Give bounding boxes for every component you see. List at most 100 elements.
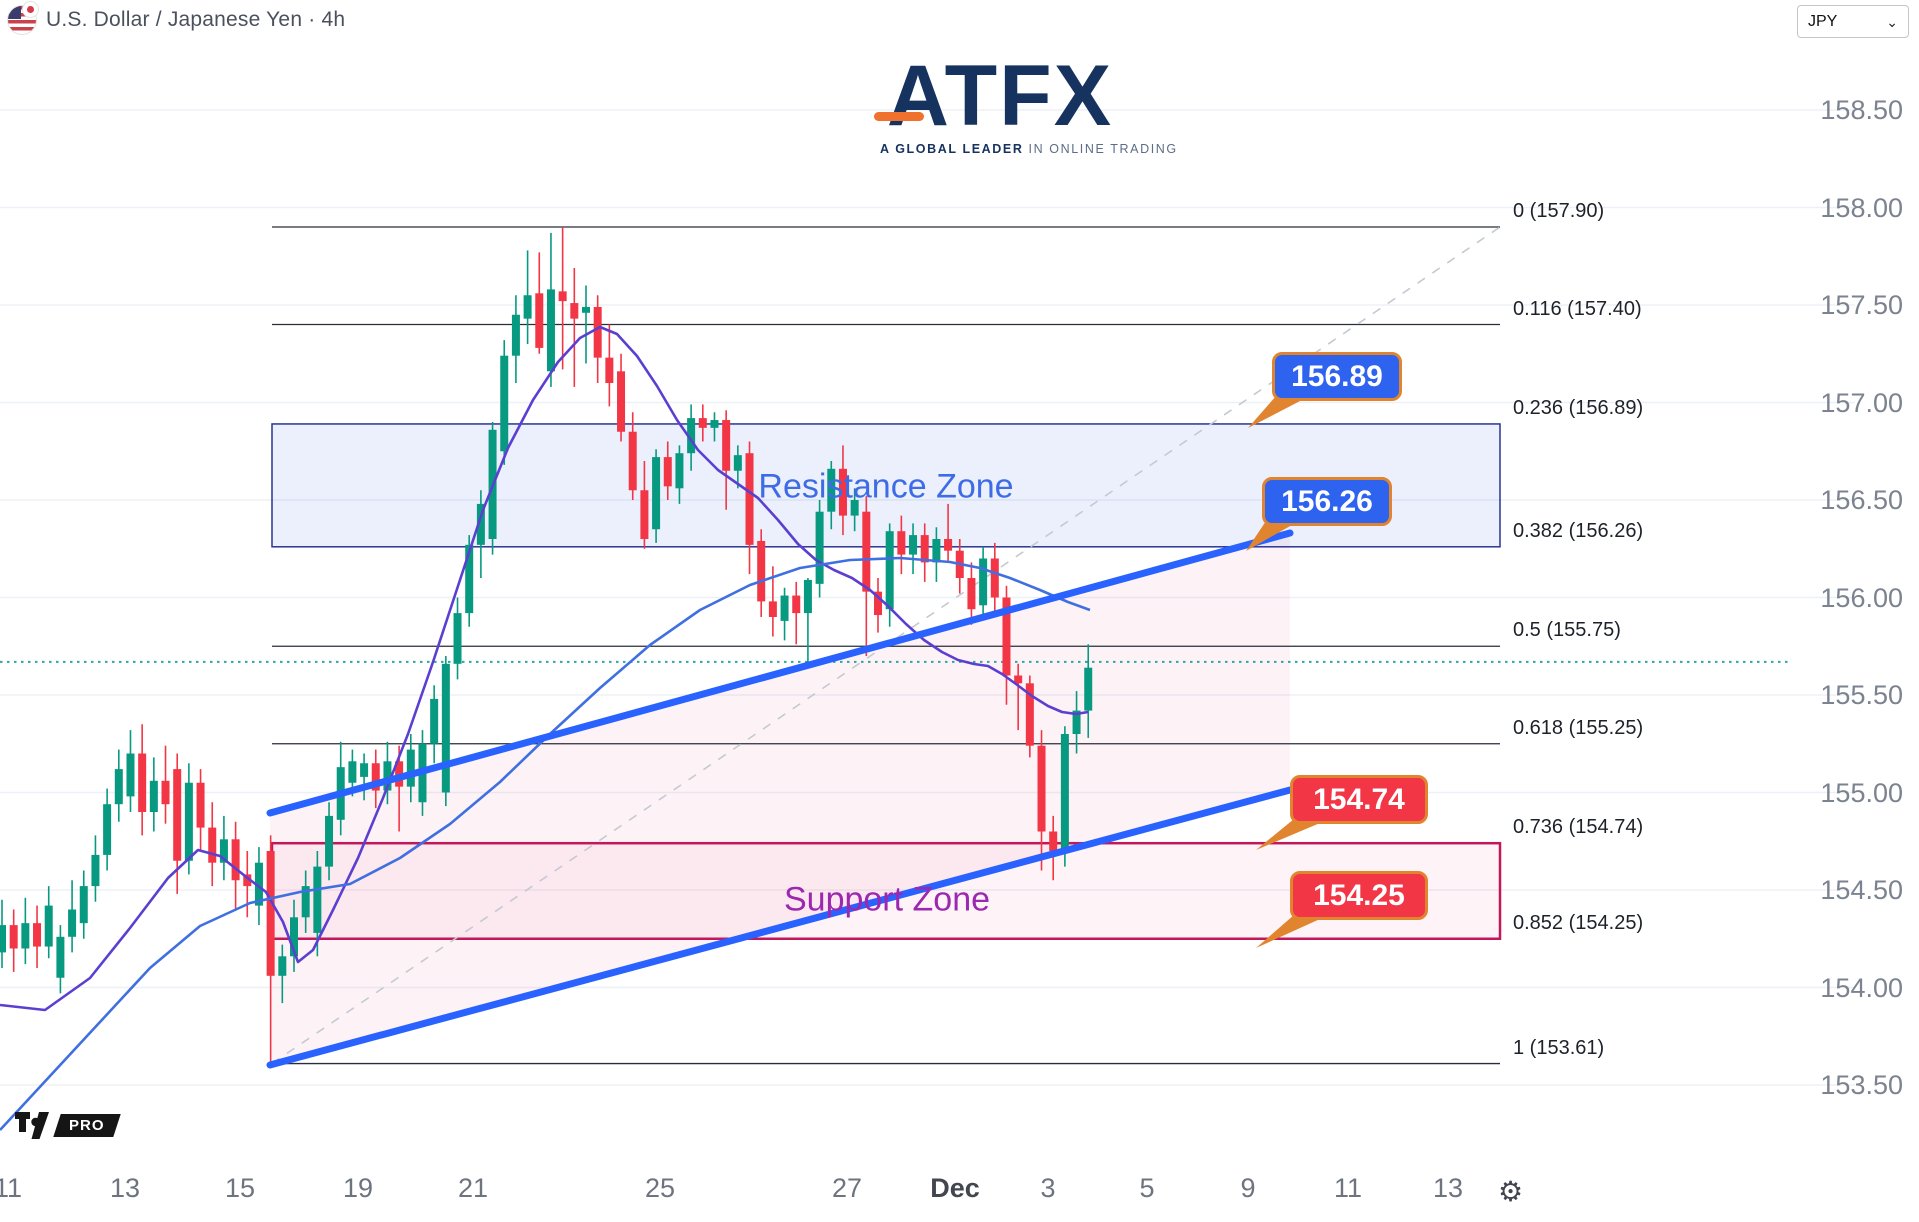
lower-trendline[interactable] bbox=[266, 786, 1294, 1069]
candle-body bbox=[827, 468, 836, 512]
date-axis-label: Dec bbox=[930, 1173, 980, 1203]
candle-body bbox=[792, 595, 801, 614]
candle-body bbox=[990, 558, 999, 598]
price-axis-label: 156.00 bbox=[1820, 582, 1903, 613]
candle-body bbox=[301, 886, 310, 918]
candle-body bbox=[1072, 710, 1081, 734]
currency-select[interactable]: JPY ⌄ bbox=[1797, 5, 1909, 38]
price-axis-label: 157.00 bbox=[1820, 387, 1903, 418]
ma-slow-line bbox=[0, 556, 1091, 1131]
gear-icon[interactable]: ⚙ bbox=[1498, 1176, 1524, 1207]
candle-body bbox=[535, 293, 544, 348]
candle-body bbox=[838, 468, 847, 516]
price-callout-badge: 154.25 bbox=[1290, 871, 1428, 920]
fib-level-label: 0.736 (154.74) bbox=[1513, 816, 1644, 839]
candle-body bbox=[967, 578, 976, 610]
fib-level-label: 0.116 (157.40) bbox=[1513, 297, 1642, 320]
candle-body bbox=[558, 291, 567, 302]
date-axis-label: 19 bbox=[342, 1173, 374, 1203]
candle-body bbox=[348, 761, 357, 783]
candle-body bbox=[453, 613, 462, 664]
candle-body bbox=[698, 418, 707, 428]
candle-body bbox=[476, 503, 485, 545]
atfx-logo: ATFX A GLOBAL LEADER IN ONLINE TRADING bbox=[874, 53, 1178, 156]
candle-body bbox=[1060, 734, 1069, 851]
candle-body bbox=[219, 839, 228, 863]
candle-body bbox=[138, 753, 147, 812]
fib-level-label: 0.5 (155.75) bbox=[1513, 619, 1621, 642]
candle-body bbox=[313, 866, 322, 933]
date-axis-label: 13 bbox=[109, 1173, 141, 1203]
fib-level-label: 0.382 (156.26) bbox=[1513, 519, 1644, 542]
candle-body bbox=[465, 544, 474, 614]
candle-body bbox=[1014, 675, 1023, 684]
date-axis-label: 11 bbox=[0, 1173, 23, 1203]
candle-body bbox=[79, 886, 88, 924]
candle-body bbox=[21, 923, 30, 949]
pro-badge: PRO bbox=[53, 1114, 121, 1137]
candle-body bbox=[768, 601, 777, 617]
candle-body bbox=[546, 289, 555, 372]
badge-tail bbox=[1246, 521, 1292, 551]
candle-body bbox=[68, 909, 77, 937]
candle-body bbox=[815, 511, 824, 584]
candle-body bbox=[850, 500, 859, 516]
candle-body bbox=[920, 535, 929, 563]
price-axis-label: 154.50 bbox=[1820, 875, 1903, 905]
price-axis-label: 155.00 bbox=[1820, 777, 1903, 808]
candle-body bbox=[617, 371, 626, 432]
candle-body bbox=[266, 851, 275, 976]
candle-body bbox=[1025, 683, 1034, 746]
candle-body bbox=[582, 306, 590, 313]
candle-body bbox=[687, 418, 696, 454]
candle-body bbox=[710, 420, 719, 428]
candle-body bbox=[944, 539, 953, 551]
candle-body bbox=[383, 761, 392, 791]
channel-fill bbox=[270, 533, 1290, 1065]
candle-body bbox=[1084, 667, 1093, 711]
badge-tail bbox=[1248, 396, 1302, 428]
japan-flag-icon bbox=[23, 2, 38, 17]
candle-body bbox=[196, 782, 205, 828]
candle-body bbox=[126, 753, 135, 797]
candle-body bbox=[593, 306, 602, 358]
candle-body bbox=[745, 453, 754, 545]
candle-body bbox=[570, 303, 579, 319]
price-axis-label: 153.50 bbox=[1820, 1070, 1903, 1100]
support-zone-label: Support Zone bbox=[783, 880, 991, 919]
candle-body bbox=[979, 558, 988, 606]
candle-body bbox=[441, 663, 450, 793]
date-axis-label: 13 bbox=[1432, 1173, 1464, 1203]
price-axis-label: 157.50 bbox=[1820, 290, 1903, 320]
candle-body bbox=[91, 854, 100, 887]
candle-body bbox=[862, 511, 871, 592]
candle-body bbox=[33, 923, 42, 947]
symbol-title[interactable]: U.S. Dollar / Japanese Yen · 4h bbox=[46, 8, 346, 31]
atfx-logo-tagline: A GLOBAL LEADER IN ONLINE TRADING bbox=[880, 142, 1178, 156]
atfx-logo-word: ATFX bbox=[874, 53, 1120, 139]
candle-body bbox=[874, 591, 882, 616]
candle-body bbox=[1002, 597, 1011, 676]
price-axis-label: 155.50 bbox=[1820, 680, 1903, 710]
candle-body bbox=[1049, 831, 1058, 851]
price-axis-label: 154.00 bbox=[1820, 972, 1903, 1003]
candle-body bbox=[511, 314, 520, 356]
candle-body bbox=[722, 420, 731, 471]
candle-body bbox=[208, 827, 217, 863]
candle-body bbox=[663, 457, 672, 487]
usdjpy-flag-icon bbox=[8, 2, 38, 34]
price-axis-label: 158.50 bbox=[1820, 95, 1903, 125]
date-axis-label: 15 bbox=[224, 1173, 256, 1203]
chevron-down-icon: ⌄ bbox=[1886, 13, 1898, 30]
candle-body bbox=[173, 769, 182, 861]
tradingview-pro-logo[interactable]: PRO bbox=[15, 1112, 121, 1139]
candle-body bbox=[780, 595, 789, 621]
upper-trendline[interactable] bbox=[266, 529, 1294, 817]
price-axis-label: 158.00 bbox=[1820, 192, 1903, 223]
date-axis-label: 5 bbox=[1139, 1173, 1155, 1203]
resistance-zone-label: Resistance Zone bbox=[758, 467, 1014, 506]
fib-level-label: 0 (157.90) bbox=[1513, 200, 1605, 222]
candle-body bbox=[897, 531, 906, 555]
candle-body bbox=[184, 782, 193, 861]
currency-select-value: JPY bbox=[1808, 12, 1838, 30]
